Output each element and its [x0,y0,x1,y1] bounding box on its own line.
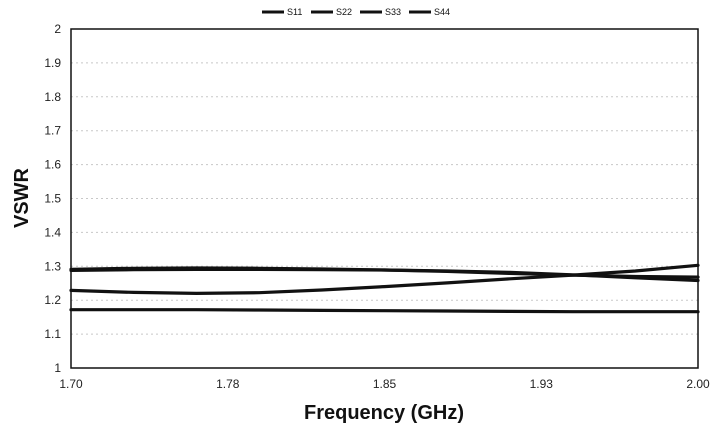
y-tick-label: 1.8 [44,90,61,104]
x-tick-label: 2.00 [686,377,710,391]
legend-label-s44: S44 [434,7,450,17]
x-tick-label: 1.93 [530,377,554,391]
legend-label-s22: S22 [336,7,352,17]
y-tick-label: 1.9 [44,56,61,70]
y-tick-label: 2 [54,22,61,36]
legend: S11 S22 S33 S44 [262,7,450,17]
y-tick-label: 1 [54,361,61,375]
y-tick-label: 1.2 [44,293,61,307]
x-tick-label: 1.70 [59,377,83,391]
y-tick-label: 1.6 [44,158,61,172]
legend-label-s11: S11 [287,7,302,17]
series-line-s11 [69,308,700,314]
y-tick-label: 1.7 [44,124,61,138]
y-tick-label: 1.3 [44,259,61,273]
plot-area-frame [70,28,699,369]
x-axis-title: Frequency (GHz) [304,402,464,424]
series-line-s33 [69,263,700,295]
y-tick-label: 1.1 [44,327,61,341]
y-tick-label: 1.5 [44,192,61,206]
series-line-s44 [69,266,700,279]
y-tick-labels: 1 1.1 1.2 1.3 1.4 1.5 1.6 1.7 1.8 1.9 2 [44,22,61,375]
legend-label-s33: S33 [385,7,401,17]
y-tick-label: 1.4 [44,225,61,239]
y-axis-title: VSWR [11,167,33,228]
series-lines [69,263,700,314]
x-tick-label: 1.78 [216,377,240,391]
x-tick-label: 1.85 [373,377,397,391]
x-tick-labels: 1.70 1.78 1.85 1.93 2.00 [59,377,710,391]
